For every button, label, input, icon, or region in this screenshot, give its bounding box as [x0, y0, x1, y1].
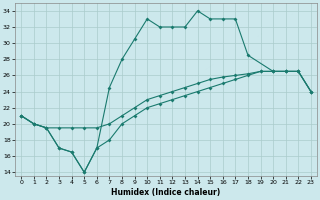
X-axis label: Humidex (Indice chaleur): Humidex (Indice chaleur)	[111, 188, 221, 197]
